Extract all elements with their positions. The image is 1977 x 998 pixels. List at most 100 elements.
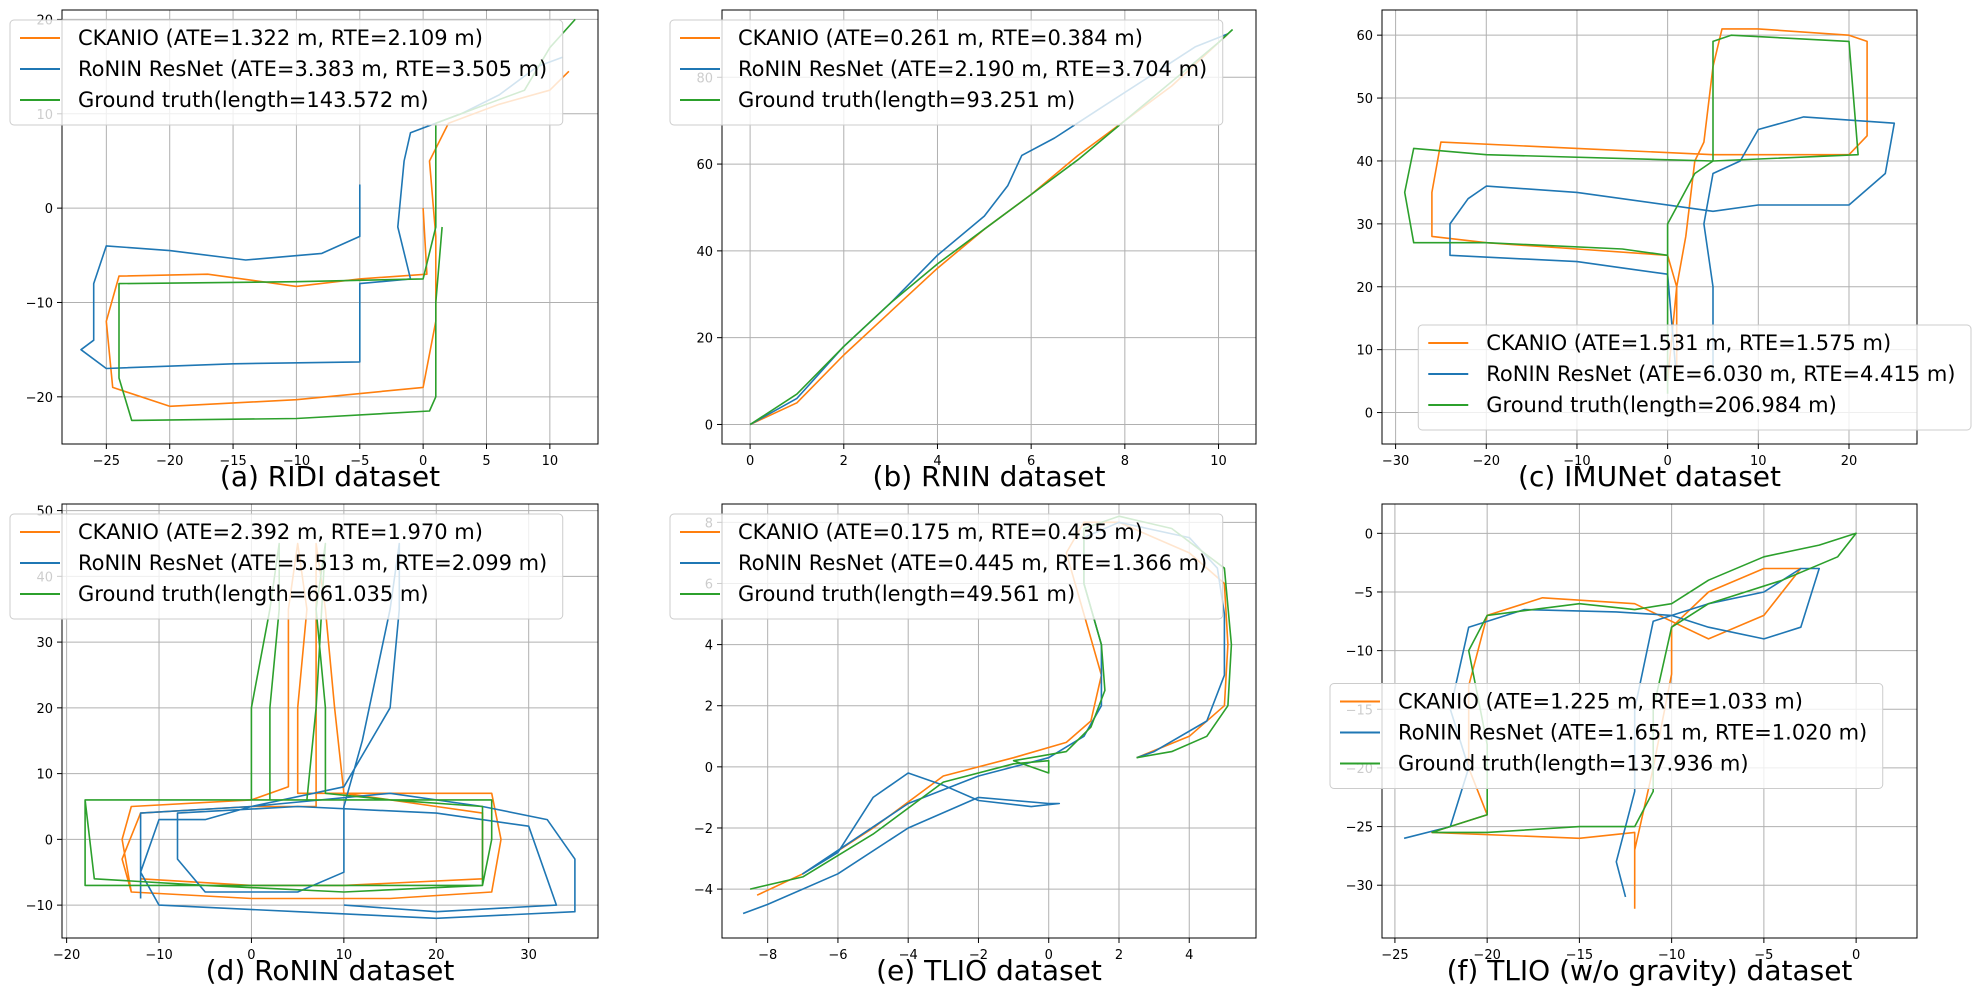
x-tick-label: 4 [933,454,941,469]
x-tick-label: −15 [1566,948,1593,963]
legend-label-gt: Ground truth(length=137.936 m) [1398,752,1749,776]
x-tick-label: −15 [219,454,246,469]
x-tick-label: −5 [350,454,369,469]
series-line-gt [84,542,493,893]
legend: CKANIO (ATE=1.225 m, RTE=1.033 m) RoNIN R… [1329,683,1884,789]
legend: CKANIO (ATE=2.392 m, RTE=1.970 m) RoNIN R… [9,513,564,620]
legend-label-gt: Ground truth(length=49.561 m) [738,582,1075,606]
y-tick-label: −10 [26,296,53,311]
panel-caption: (b) RNIN dataset [872,460,1106,493]
x-tick-label: 0 [247,948,255,963]
x-tick-label: 10 [1210,454,1227,469]
y-tick-label: 0 [45,833,53,848]
x-tick-label: −10 [145,948,172,963]
legend-label-gt: Ground truth(length=661.035 m) [78,582,429,606]
legend-label-ronin: RoNIN ResNet (ATE=1.651 m, RTE=1.020 m) [1398,721,1867,745]
y-tick-label: 10 [36,768,53,783]
x-tick-label: 20 [1841,454,1858,469]
legend-label-ckanio: CKANIO (ATE=1.322 m, RTE=2.109 m) [78,26,483,50]
series-line-gt [1431,532,1857,834]
y-tick-label: 60 [696,158,713,173]
legend: CKANIO (ATE=1.531 m, RTE=1.575 m) RoNIN R… [1417,324,1972,431]
x-tick-label: 2 [1115,948,1123,963]
x-tick-label: 0 [746,454,754,469]
legend-label-gt: Ground truth(length=143.572 m) [78,88,429,112]
x-tick-label: −10 [1658,948,1685,963]
y-tick-label: −10 [26,899,53,914]
legend: CKANIO (ATE=0.261 m, RTE=0.384 m) RoNIN R… [669,19,1224,126]
x-tick-label: −2 [969,948,988,963]
panel-caption: (c) IMUNet dataset [1518,460,1781,493]
y-tick-label: 20 [36,702,53,717]
panel-3: −30 −20 −10 0 10 20 0 10 20 30 40 50 60 CKANIO (ATE=1… [1356,9,1972,469]
y-tick-label: 20 [696,332,713,347]
legend-label-ckanio: CKANIO (ATE=0.175 m, RTE=0.435 m) [738,520,1143,544]
panel-caption: (a) RIDI dataset [219,460,441,493]
x-tick-label: −10 [283,454,310,469]
x-tick-label: −25 [1381,948,1408,963]
series-line-ckanio [121,542,502,900]
y-tick-label: 0 [1365,527,1373,542]
axes-frame [1381,9,1918,445]
x-tick-label: 2 [840,454,848,469]
legend-box [669,513,1224,620]
legend-label-ronin: RoNIN ResNet (ATE=0.445 m, RTE=1.366 m) [738,551,1207,575]
legend-label-ckanio: CKANIO (ATE=2.392 m, RTE=1.970 m) [78,520,483,544]
x-tick-label: 0 [1852,948,1860,963]
x-tick-label: 5 [482,454,490,469]
series-line-gt [749,515,1233,890]
x-tick-label: 0 [419,454,427,469]
y-tick-label: 0 [45,202,53,217]
y-tick-label: 40 [696,245,713,260]
panel-6: −25−20−15−10−50−30−25−20−15−10−50CKANIO … [1329,503,1918,963]
legend-box [9,513,564,620]
x-tick-label: −10 [1563,454,1590,469]
y-tick-label: 0 [705,418,713,433]
x-tick-label: −6 [828,948,847,963]
legend-label-ronin: RoNIN ResNet (ATE=3.383 m, RTE=3.505 m) [78,57,547,81]
x-tick-label: −20 [156,454,183,469]
y-tick-label: −10 [1346,645,1373,660]
y-tick-label: −25 [1346,821,1373,836]
axes-frame [61,503,599,939]
legend: CKANIO (ATE=1.322 m, RTE=2.109 m) RoNIN R… [9,19,564,126]
series-line-ronin [139,542,576,920]
y-tick-label: −4 [694,883,713,898]
axes-frame [721,9,1257,445]
series-line-ronin [1449,116,1896,382]
legend: CKANIO (ATE=0.175 m, RTE=0.435 m) RoNIN R… [669,513,1224,620]
y-tick-label: −2 [694,822,713,837]
legend-label-ronin: RoNIN ResNet (ATE=5.513 m, RTE=2.099 m) [78,551,547,575]
y-tick-label: 0 [705,761,713,776]
y-tick-label: 50 [1356,92,1373,107]
x-tick-label: 20 [428,948,445,963]
legend-label-gt: Ground truth(length=206.984 m) [1486,393,1837,417]
y-tick-label: 20 [1356,281,1373,296]
panel-caption: (d) RoNIN dataset [205,954,455,987]
x-tick-label: −5 [1754,948,1773,963]
x-tick-label: −20 [1473,948,1500,963]
y-tick-label: 2 [705,700,713,715]
legend-label-ckanio: CKANIO (ATE=1.225 m, RTE=1.033 m) [1398,690,1803,714]
axes-frame [61,9,599,445]
x-tick-label: 30 [520,948,537,963]
panel-2: 0246810020406080CKANIO (ATE=0.261 m, RTE… [669,9,1257,469]
legend-label-gt: Ground truth(length=93.251 m) [738,88,1075,112]
legend-box [9,19,564,126]
y-tick-label: 30 [1356,218,1373,233]
panel-caption: (f) TLIO (w/o gravity) dataset [1446,954,1853,987]
y-tick-label: 4 [705,639,713,654]
x-tick-label: 6 [1027,454,1035,469]
axes-frame [721,503,1257,939]
y-tick-label: 0 [1365,407,1373,422]
x-tick-label: 0 [1663,454,1671,469]
y-tick-label: 30 [36,636,53,651]
x-tick-label: 10 [336,948,353,963]
x-tick-label: 4 [1185,948,1193,963]
legend-label-ckanio: CKANIO (ATE=1.531 m, RTE=1.575 m) [1486,331,1891,355]
legend-box [669,19,1224,126]
